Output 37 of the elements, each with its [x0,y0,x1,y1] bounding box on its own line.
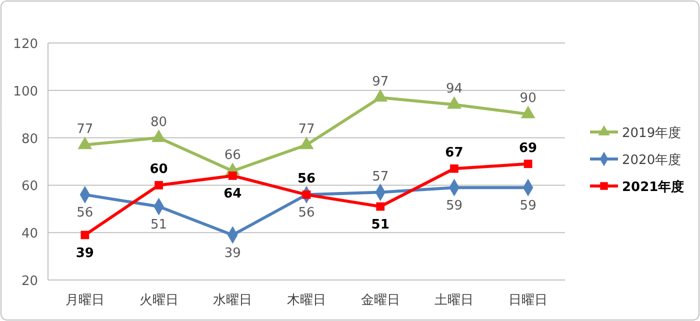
data-label: 94 [446,82,462,97]
data-label: 69 [519,140,538,156]
data-label: 51 [150,218,168,233]
data-label: 39 [76,246,94,261]
data-label: 39 [224,246,241,261]
data-label: 77 [298,122,315,137]
data-label: 66 [224,148,241,163]
y-tick-label: 40 [21,226,38,242]
data-label: 51 [371,218,390,233]
x-tick-label: 土曜日 [434,293,474,308]
y-tick-label: 60 [21,179,38,194]
x-tick-label: 水曜日 [213,293,252,308]
data-label: 59 [520,198,536,214]
data-label: 97 [372,74,389,90]
x-tick-label: 金曜日 [360,293,400,308]
data-label: 64 [224,186,242,202]
data-label: 77 [76,122,94,137]
legend-label: 2021年度 [622,179,684,195]
data-label: 56 [297,172,316,187]
legend-label: 2020年度 [622,152,682,168]
data-label: 80 [150,114,168,130]
data-label: 56 [298,206,315,221]
data-label: 90 [520,91,536,106]
x-tick-label: 日曜日 [508,293,548,308]
legend-label: 2019年度 [622,125,682,141]
x-tick-label: 月曜日 [65,293,104,308]
data-label: 57 [372,169,389,184]
y-tick-label: 120 [13,37,38,52]
x-tick-label: 木曜日 [287,293,326,308]
x-tick-label: 火曜日 [139,293,178,308]
data-label: 60 [150,162,168,178]
data-label: 59 [446,198,462,214]
data-label: 56 [76,206,94,221]
data-label: 67 [445,146,464,161]
y-tick-label: 100 [13,84,38,100]
y-tick-label: 80 [21,132,38,147]
y-tick-label: 20 [21,274,38,289]
